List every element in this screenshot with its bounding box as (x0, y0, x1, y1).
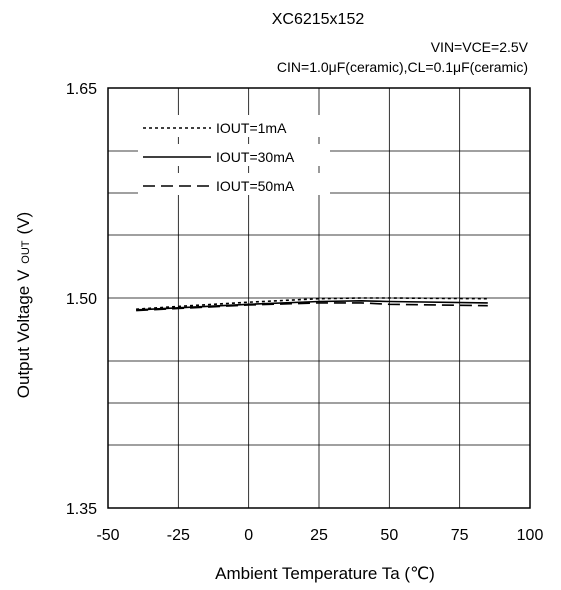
x-tick-label: 100 (517, 527, 544, 544)
chart-title: XC6215x152 (272, 11, 365, 28)
chart-condition-2: CIN=1.0μF(ceramic),CL=0.1μF(ceramic) (277, 59, 528, 75)
legend-label: IOUT=50mA (216, 178, 295, 194)
legend-background (138, 173, 330, 195)
y-axis-label: Output Voltage V OUT (V) (14, 212, 33, 398)
plot-frame (107, 87, 531, 509)
x-tick-label: 0 (244, 527, 253, 544)
legend-label: IOUT=30mA (216, 149, 295, 165)
series-line (136, 297, 488, 310)
y-axis-label-unit: (V) (14, 212, 33, 235)
y-tick-label: 1.35 (66, 501, 97, 518)
x-axis-label: Ambient Temperature Ta (℃) (215, 564, 435, 583)
y-axis-label-subscript: OUT (20, 240, 32, 264)
tick-labels: -50 -25 0 25 50 75 100 1.35 1.50 1.65 (66, 81, 544, 544)
x-tick-label: 25 (310, 527, 328, 544)
y-tick-label: 1.65 (66, 81, 97, 98)
chart-condition-1: VIN=VCE=2.5V (431, 39, 529, 55)
x-tick-label: 75 (451, 527, 469, 544)
x-tick-label: -50 (96, 527, 119, 544)
x-tick-label: -25 (167, 527, 190, 544)
series-lines (136, 297, 488, 312)
y-tick-label: 1.50 (66, 291, 97, 308)
x-tick-label: 50 (380, 527, 398, 544)
legend-background (138, 115, 330, 137)
legend: IOUT=1mA IOUT=30mA IOUT=50mA (138, 115, 330, 195)
legend-background (138, 144, 330, 166)
series-line (136, 302, 488, 312)
svg-text:Output Voltage VOUT(V): Output Voltage V OUT (V) (14, 212, 33, 398)
y-axis-label-main: Output Voltage V (14, 269, 33, 398)
legend-label: IOUT=1mA (216, 120, 287, 136)
